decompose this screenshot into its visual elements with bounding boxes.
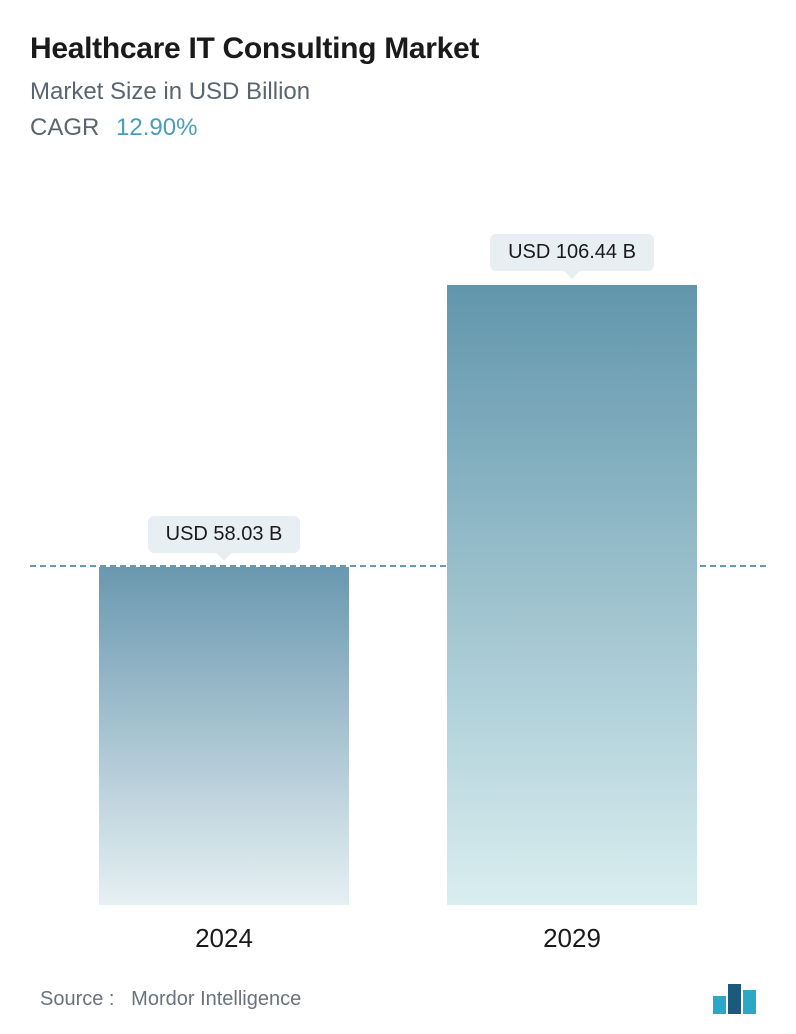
source-name: Mordor Intelligence bbox=[131, 988, 301, 1010]
source-label: Source : bbox=[40, 988, 114, 1010]
chart-subtitle: Market Size in USD Billion bbox=[30, 78, 766, 106]
chart-container: Healthcare IT Consulting Market Market S… bbox=[0, 0, 796, 1034]
logo-bar-icon bbox=[743, 990, 756, 1014]
chart-footer: Source : Mordor Intelligence bbox=[30, 954, 766, 1014]
bar-group: USD 106.44 B bbox=[447, 234, 697, 905]
chart-plot-area: USD 58.03 B USD 106.44 B bbox=[30, 162, 766, 905]
mordor-logo-icon bbox=[713, 984, 756, 1014]
x-axis-label: 2024 bbox=[99, 923, 349, 954]
x-axis-labels: 2024 2029 bbox=[30, 905, 766, 954]
logo-bar-icon bbox=[728, 984, 741, 1014]
bar-group: USD 58.03 B bbox=[99, 516, 349, 905]
source-text: Source : Mordor Intelligence bbox=[40, 988, 301, 1011]
chart-title: Healthcare IT Consulting Market bbox=[30, 32, 766, 66]
cagr-line: CAGR 12.90% bbox=[30, 114, 766, 142]
bar-value-label: USD 58.03 B bbox=[148, 516, 301, 553]
x-axis-label: 2029 bbox=[447, 923, 697, 954]
cagr-value: 12.90% bbox=[116, 114, 197, 141]
bar-value-label: USD 106.44 B bbox=[490, 234, 654, 271]
cagr-label: CAGR bbox=[30, 114, 99, 141]
logo-bar-icon bbox=[713, 996, 726, 1014]
bar bbox=[99, 567, 349, 905]
bar bbox=[447, 285, 697, 905]
